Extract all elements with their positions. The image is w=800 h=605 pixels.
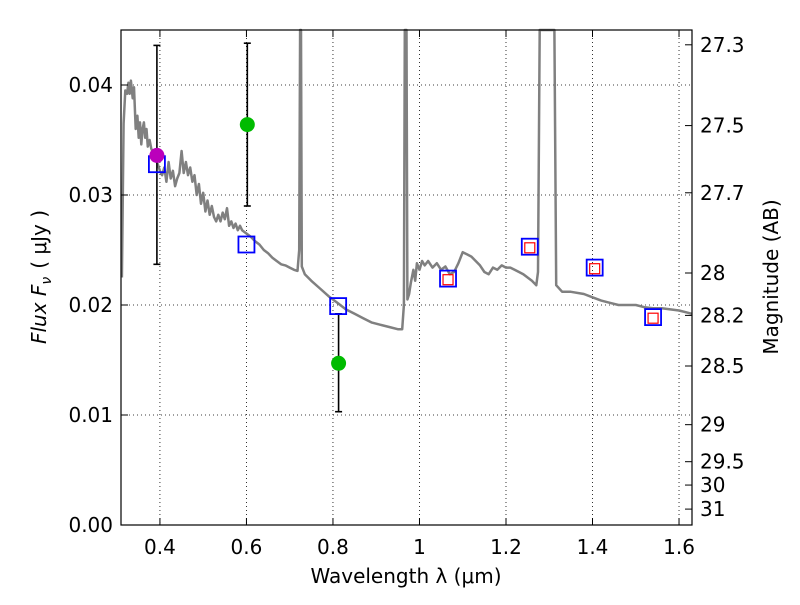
y2-tick-label: 31 [700, 497, 725, 521]
model-photometry-point [644, 308, 662, 327]
model-photometry-point [520, 237, 539, 256]
x-tick-label: 0.8 [317, 535, 349, 559]
y2-tick-label: 28.5 [700, 354, 745, 378]
y2-tick-label: 28.2 [700, 303, 745, 327]
model-photometry-point [439, 269, 457, 288]
observed-flux-point [331, 355, 347, 371]
x-tick-label: 0.6 [231, 535, 263, 559]
grid-lines [121, 30, 692, 526]
y-tick-label: 0.04 [68, 73, 113, 97]
observed-ir-point [589, 263, 601, 275]
y-axis-label-subscript: ν [39, 277, 55, 285]
y2-tick-label: 29.5 [700, 450, 745, 474]
model-photometry-point [329, 297, 348, 316]
y-axis-label: Flux Fν ( μJy ) [27, 210, 55, 344]
observed-ir-point [524, 242, 536, 254]
observed-ir-point [647, 312, 659, 324]
y2-tick-label: 27.7 [700, 181, 745, 205]
y2-tick-label: 27.5 [700, 114, 745, 138]
model-photometry-point [585, 258, 604, 277]
y-tick-label: 0.02 [68, 293, 113, 317]
y-axis-label-unit: ( μJy ) [27, 210, 51, 269]
x-tick-label: 1.6 [663, 535, 695, 559]
observed-flux-point [239, 117, 255, 133]
x-tick-label: 1 [413, 535, 426, 559]
y2-axis-label: Magnitude (AB) [759, 199, 783, 354]
y2-tick-label: 27.3 [700, 33, 745, 57]
model-photometry-point [237, 235, 256, 254]
x-tick-label: 1.2 [490, 535, 522, 559]
x-axis-label: Wavelength λ (μm) [310, 564, 501, 588]
x-tick-label: 1.4 [577, 535, 609, 559]
y-tick-label: 0.03 [68, 183, 113, 207]
y-axis-label-main: Flux F [27, 284, 51, 344]
y2-tick-label: 29 [700, 413, 725, 437]
observed-flux-point [149, 147, 165, 163]
plot-frame [120, 29, 693, 526]
y2-tick-label: 28 [700, 261, 725, 285]
y2-tick-label: 30 [700, 473, 725, 497]
observed-ir-point [442, 274, 454, 286]
y-tick-label: 0.01 [68, 403, 113, 427]
y-tick-label: 0.00 [68, 513, 113, 537]
plot-area [120, 28, 693, 413]
x-tick-label: 0.4 [144, 535, 176, 559]
axis-ticks: 0.4 0.6 0.8 1 1.2 1.4 1.6 0.00 0.01 0.02 0.03 0.04 2… [68, 30, 745, 559]
sed-model-line [120, 28, 693, 331]
